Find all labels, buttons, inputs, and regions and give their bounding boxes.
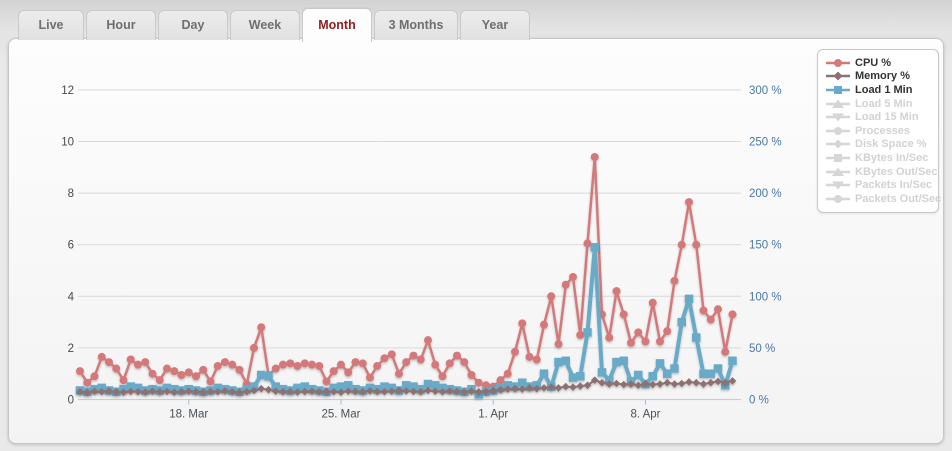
legend-item-packets-in-sec[interactable]: Packets In/Sec: [825, 178, 934, 192]
triangle-down-legend-marker-icon: [826, 181, 850, 190]
legend-label: Load 1 Min: [855, 83, 913, 96]
x-axis-label: 1. Apr: [478, 409, 508, 421]
series-load-1-min[interactable]: [75, 243, 737, 399]
legend-label: Processes: [855, 124, 911, 137]
triangle-up-legend-marker-icon: [826, 99, 850, 108]
y-axis-right-label: 50 %: [749, 343, 775, 355]
legend-item-packets-out-sec[interactable]: Packets Out/Sec: [825, 192, 941, 206]
y-axis-right-label: 0 %: [749, 395, 769, 407]
tab-live[interactable]: Live: [18, 10, 84, 40]
tab-day[interactable]: Day: [158, 10, 228, 40]
tab-3-months[interactable]: 3 Months: [374, 10, 458, 40]
y-axis-left-label: 4: [68, 291, 75, 303]
series-cpu[interactable]: [76, 152, 737, 391]
legend-item-cpu[interactable]: CPU %: [825, 56, 934, 70]
legend-label: Memory %: [855, 70, 911, 83]
triangle-down-legend-marker-icon: [826, 113, 850, 122]
square-legend-marker-icon: [826, 153, 850, 162]
chart-panel: [8, 38, 944, 444]
legend-item-load-15-min[interactable]: Load 15 Min: [825, 110, 934, 124]
y-axis-right-label: 100 %: [749, 291, 782, 303]
legend-item-memory[interactable]: Memory %: [825, 70, 934, 84]
y-axis-left-label: 12: [61, 85, 74, 97]
y-axis-left-label: 8: [68, 188, 74, 200]
triangle-up-legend-marker-icon: [826, 167, 850, 176]
legend-item-kbytes-in-sec[interactable]: KBytes In/Sec: [825, 151, 934, 165]
y-axis-left-label: 0: [68, 395, 74, 407]
time-range-tabs: Live Hour Day Week Month 3 Months Year: [18, 8, 530, 42]
series-memory[interactable]: [76, 376, 737, 397]
square-legend-marker-icon: [826, 85, 850, 94]
circle-legend-marker-icon: [826, 126, 850, 135]
legend-item-kbytes-out-sec[interactable]: KBytes Out/Sec: [825, 165, 938, 179]
circle-legend-marker-icon: [826, 194, 850, 203]
legend-label: Load 15 Min: [855, 111, 919, 124]
legend-label: KBytes In/Sec: [855, 151, 929, 164]
tab-week[interactable]: Week: [230, 10, 300, 40]
legend-item-load-1-min[interactable]: Load 1 Min: [825, 83, 934, 97]
y-axis-right-label: 300 %: [749, 85, 782, 97]
x-axis-label: 18. Mar: [169, 409, 208, 421]
y-axis-right-label: 250 %: [749, 137, 782, 149]
circle-legend-marker-icon: [826, 58, 850, 67]
y-axis-left-label: 10: [61, 137, 74, 149]
diamond-legend-marker-icon: [826, 71, 850, 81]
legend-item-load-5-min[interactable]: Load 5 Min: [825, 97, 934, 111]
legend-label: Packets Out/Sec: [855, 192, 942, 205]
y-axis-right-label: 200 %: [749, 188, 782, 200]
tab-month[interactable]: Month: [302, 8, 372, 42]
chart-legend: CPU % Memory % Load 1 Min Load 5 Min Loa…: [817, 49, 941, 213]
tab-year[interactable]: Year: [460, 10, 530, 40]
tab-hour[interactable]: Hour: [86, 10, 156, 40]
x-axis-label: 25. Mar: [322, 409, 361, 421]
legend-label: Packets In/Sec: [855, 179, 933, 192]
legend-label: KBytes Out/Sec: [855, 165, 938, 178]
legend-label: CPU %: [855, 56, 892, 69]
legend-label: Load 5 Min: [855, 97, 913, 110]
legend-item-disk-space[interactable]: Disk Space %: [825, 138, 934, 152]
legend-item-processes[interactable]: Processes: [825, 124, 934, 138]
diamond-legend-marker-icon: [826, 139, 850, 149]
legend-label: Disk Space %: [855, 138, 927, 151]
y-axis-left-label: 2: [68, 343, 74, 355]
y-axis-right-label: 150 %: [749, 240, 782, 252]
x-axis-label: 8. Apr: [630, 409, 660, 421]
y-axis-left-label: 6: [68, 240, 74, 252]
